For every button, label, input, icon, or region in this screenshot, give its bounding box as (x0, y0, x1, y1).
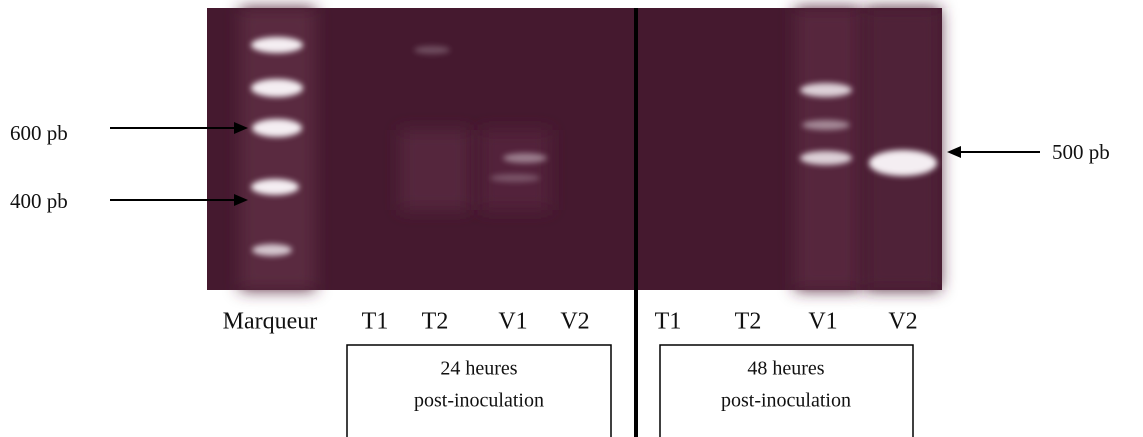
size-label: 400 pb (10, 189, 68, 213)
lane-label: T1 (655, 309, 682, 335)
lane-label: V1 (498, 309, 527, 335)
group-label: post-inoculation (721, 390, 851, 412)
lane-label: T1 (362, 309, 389, 335)
group-label: post-inoculation (414, 390, 544, 412)
lane-label: V1 (808, 309, 837, 335)
size-label: 500 pb (1052, 140, 1110, 164)
gel-figure: 600 pb 400 pb 500 pb Marqueur T1 T2 V1 V… (0, 0, 1143, 437)
gel-image (207, 8, 942, 290)
size-label: 600 pb (10, 121, 68, 145)
group-label: 48 heures (747, 358, 824, 380)
group-label: 24 heures (440, 358, 517, 380)
lane-label: V2 (560, 309, 589, 335)
lane-label: T2 (422, 309, 449, 335)
lane-label: Marqueur (223, 309, 318, 335)
lane-label: T2 (735, 309, 762, 335)
lane-label: V2 (888, 309, 917, 335)
